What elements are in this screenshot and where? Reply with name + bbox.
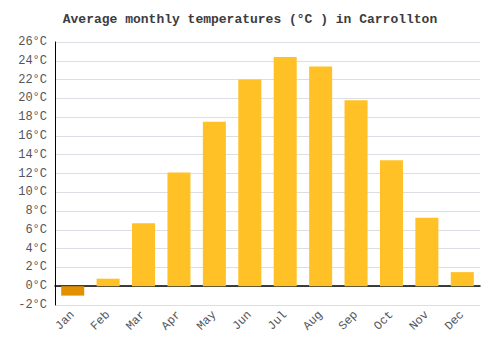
svg-text:Oct: Oct xyxy=(371,308,396,333)
svg-text:-2°C: -2°C xyxy=(18,298,47,312)
svg-text:2°C: 2°C xyxy=(25,260,47,274)
svg-text:22°C: 22°C xyxy=(18,73,47,87)
svg-text:May: May xyxy=(194,308,219,333)
svg-text:Dec: Dec xyxy=(442,308,467,333)
svg-text:Sep: Sep xyxy=(336,308,361,333)
svg-text:Nov: Nov xyxy=(407,308,432,333)
svg-text:4°C: 4°C xyxy=(25,242,47,256)
svg-text:26°C: 26°C xyxy=(18,35,47,49)
svg-text:6°C: 6°C xyxy=(25,223,47,237)
svg-text:Feb: Feb xyxy=(88,308,113,333)
svg-text:Jun: Jun xyxy=(230,308,255,333)
svg-text:20°C: 20°C xyxy=(18,91,47,105)
svg-text:18°C: 18°C xyxy=(18,110,47,124)
svg-text:Jul: Jul xyxy=(265,308,290,333)
svg-text:12°C: 12°C xyxy=(18,167,47,181)
svg-text:16°C: 16°C xyxy=(18,129,47,143)
svg-text:24°C: 24°C xyxy=(18,54,47,68)
svg-text:0°C: 0°C xyxy=(25,279,47,293)
svg-text:Average monthly temperatures (: Average monthly temperatures (°C ) in Ca… xyxy=(63,12,438,27)
svg-text:8°C: 8°C xyxy=(25,204,47,218)
svg-text:Aug: Aug xyxy=(300,308,325,333)
svg-text:Mar: Mar xyxy=(123,308,148,333)
svg-text:Jan: Jan xyxy=(53,308,78,333)
svg-text:Apr: Apr xyxy=(159,308,184,333)
svg-text:10°C: 10°C xyxy=(18,185,47,199)
svg-text:14°C: 14°C xyxy=(18,148,47,162)
